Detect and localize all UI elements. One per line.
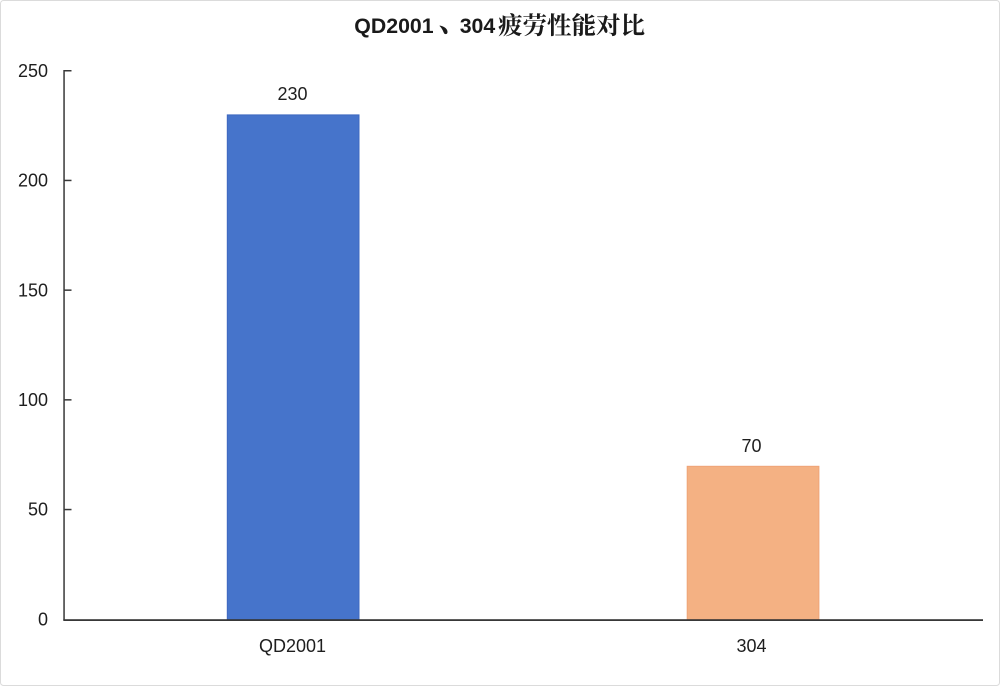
svg-text:50: 50 <box>28 500 48 520</box>
svg-text:304: 304 <box>736 636 766 656</box>
svg-text:100: 100 <box>18 390 48 410</box>
svg-text:70: 70 <box>741 436 761 456</box>
svg-text:0: 0 <box>38 609 48 629</box>
svg-text:QD2001: QD2001 <box>259 636 326 656</box>
svg-text:QD2001: QD2001 <box>354 14 433 38</box>
svg-text:200: 200 <box>18 171 48 191</box>
svg-text:150: 150 <box>18 280 48 300</box>
svg-text:250: 250 <box>18 61 48 81</box>
svg-text:230: 230 <box>277 84 307 104</box>
svg-text:304: 304 <box>460 14 496 38</box>
